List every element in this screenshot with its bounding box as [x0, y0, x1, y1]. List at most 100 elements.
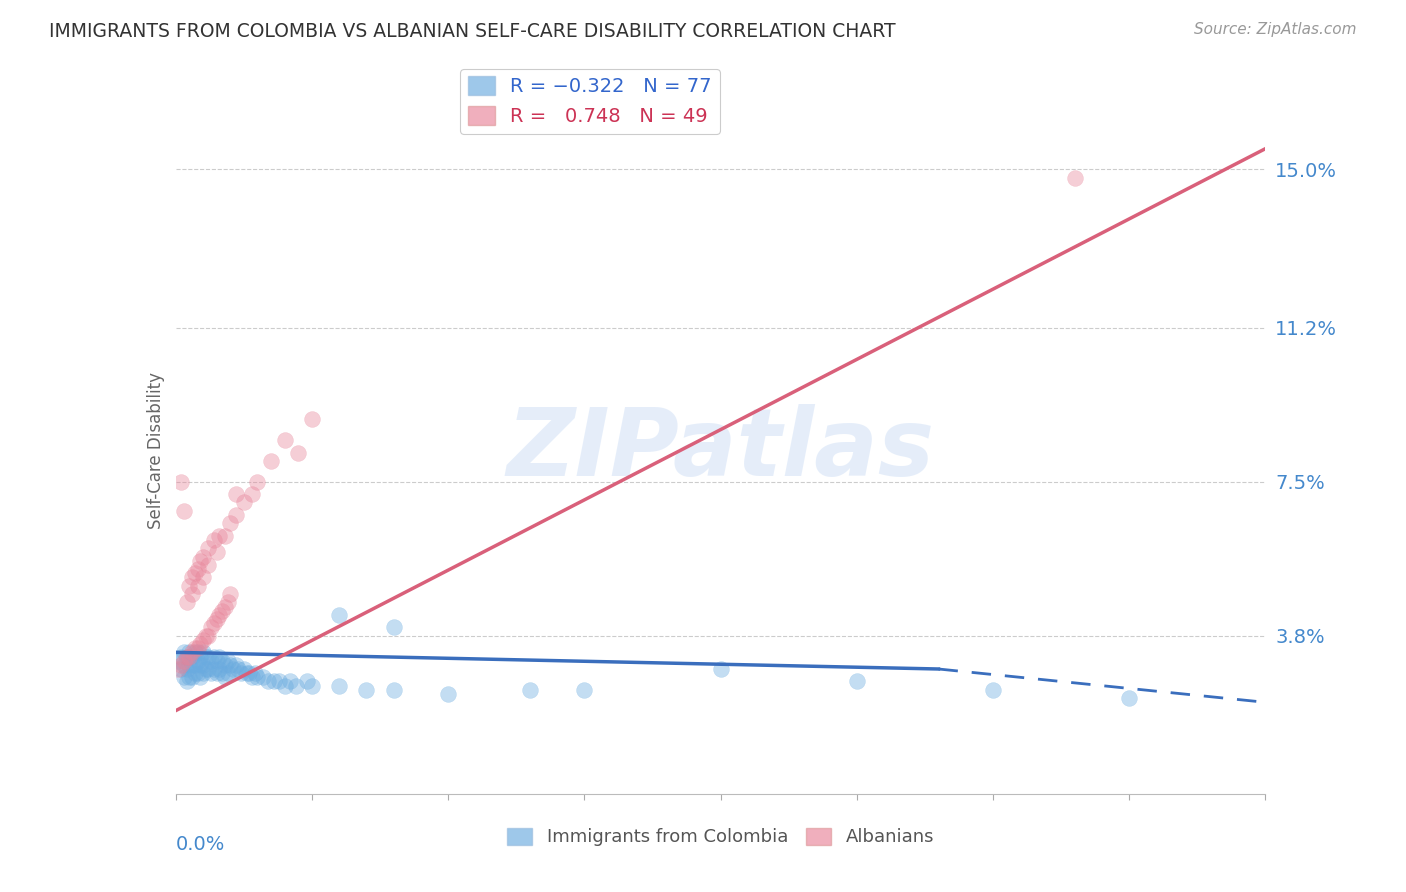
Point [197, 558, 219, 572]
Point [225, 508, 247, 522]
Point [186, 562, 209, 576]
Point [205, 654, 228, 668]
Point [188, 637, 211, 651]
Point [179, 657, 201, 672]
Point [197, 541, 219, 556]
Text: ZIPatlas: ZIPatlas [506, 404, 935, 497]
Point [200, 654, 222, 668]
Point [194, 629, 217, 643]
Point [173, 645, 195, 659]
Point [263, 674, 285, 689]
Point [173, 657, 195, 672]
Point [243, 666, 266, 681]
Point [176, 674, 198, 689]
Point [188, 649, 211, 664]
Point [382, 682, 405, 697]
Point [252, 670, 274, 684]
Point [205, 545, 228, 559]
Point [170, 662, 193, 676]
Point [200, 666, 222, 681]
Point [269, 674, 291, 689]
Point [194, 649, 217, 664]
Point [845, 674, 868, 689]
Point [437, 687, 460, 701]
Point [278, 674, 301, 689]
Point [257, 674, 280, 689]
Point [240, 487, 263, 501]
Point [214, 529, 236, 543]
Point [274, 679, 297, 693]
Point [981, 682, 1004, 697]
Text: 0.0%: 0.0% [176, 835, 225, 855]
Point [214, 657, 236, 672]
Point [184, 641, 207, 656]
Point [170, 649, 193, 664]
Point [225, 657, 247, 672]
Point [208, 529, 231, 543]
Point [184, 645, 207, 659]
Point [260, 454, 283, 468]
Point [176, 662, 198, 676]
Point [179, 670, 201, 684]
Point [235, 666, 257, 681]
Point [710, 662, 733, 676]
Point [217, 654, 239, 668]
Point [382, 620, 405, 634]
Point [194, 662, 217, 676]
Legend: Immigrants from Colombia, Albanians: Immigrants from Colombia, Albanians [499, 821, 942, 854]
Point [191, 657, 214, 672]
Point [287, 445, 309, 459]
Point [222, 662, 245, 676]
Point [574, 682, 596, 697]
Point [1063, 170, 1085, 185]
Point [181, 645, 204, 659]
Point [232, 495, 254, 509]
Point [211, 666, 233, 681]
Point [167, 654, 190, 668]
Point [217, 595, 239, 609]
Point [202, 662, 225, 676]
Point [181, 649, 204, 664]
Point [211, 604, 233, 618]
Point [217, 666, 239, 681]
Point [179, 645, 201, 659]
Point [356, 682, 378, 697]
Point [208, 662, 231, 676]
Point [284, 679, 307, 693]
Point [274, 433, 297, 447]
Point [176, 649, 198, 664]
Point [197, 629, 219, 643]
Point [208, 607, 231, 622]
Point [205, 666, 228, 681]
Point [219, 657, 242, 672]
Point [181, 570, 204, 584]
Point [219, 587, 242, 601]
Point [240, 670, 263, 684]
Point [232, 662, 254, 676]
Point [228, 662, 250, 676]
Point [181, 670, 204, 684]
Point [202, 533, 225, 547]
Point [184, 666, 207, 681]
Point [186, 641, 209, 656]
Point [179, 649, 201, 664]
Point [328, 679, 350, 693]
Point [246, 670, 269, 684]
Point [231, 666, 253, 681]
Point [214, 599, 236, 614]
Point [167, 662, 190, 676]
Point [301, 679, 323, 693]
Point [188, 657, 211, 672]
Point [208, 649, 231, 664]
Y-axis label: Self-Care Disability: Self-Care Disability [146, 372, 165, 529]
Point [197, 649, 219, 664]
Point [173, 670, 195, 684]
Point [205, 612, 228, 626]
Point [301, 412, 323, 426]
Point [225, 487, 247, 501]
Point [246, 475, 269, 489]
Point [186, 666, 209, 681]
Point [188, 670, 211, 684]
Point [191, 645, 214, 659]
Point [179, 579, 201, 593]
